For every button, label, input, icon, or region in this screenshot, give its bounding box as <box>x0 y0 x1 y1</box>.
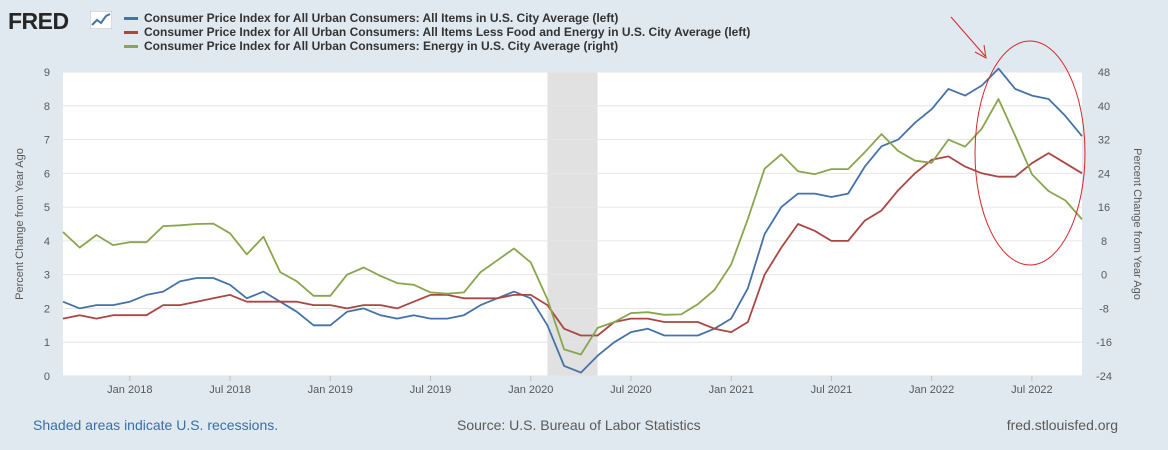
legend-label: Consumer Price Index for All Urban Consu… <box>144 25 751 39</box>
legend-swatch <box>124 30 138 34</box>
source-note: Source: U.S. Bureau of Labor Statistics <box>457 417 701 433</box>
fred-logo[interactable]: FRED <box>8 8 69 34</box>
y-tick-label-left: 1 <box>44 337 50 349</box>
legend-swatch <box>124 16 138 20</box>
series-line-0 <box>62 67 1083 374</box>
line-chart-icon <box>90 11 112 29</box>
y-axis-title-left: Percent Change from Year Ago <box>14 148 26 300</box>
x-tick-label: Jan 2018 <box>107 384 152 396</box>
legend-label: Consumer Price Index for All Urban Consu… <box>144 11 619 25</box>
x-tick-label: Jul 2021 <box>811 384 853 396</box>
legend-item-core-cpi: Consumer Price Index for All Urban Consu… <box>124 25 750 39</box>
x-tick-label: Jul 2019 <box>410 384 452 396</box>
y-tick-label-right: -24 <box>1096 371 1112 383</box>
y-tick-label-left: 5 <box>44 202 50 214</box>
y-tick-label-left: 3 <box>44 270 50 282</box>
y-tick-label-left: 0 <box>44 371 50 383</box>
chart-legend: Consumer Price Index for All Urban Consu… <box>124 11 750 53</box>
recession-note: Shaded areas indicate U.S. recessions. <box>33 417 279 433</box>
red-ellipse <box>974 40 1086 266</box>
legend-label: Consumer Price Index for All Urban Consu… <box>144 39 619 53</box>
x-tick-label: Jul 2022 <box>1011 384 1053 396</box>
y-tick-label-left: 2 <box>44 303 50 315</box>
legend-item-energy-cpi: Consumer Price Index for All Urban Consu… <box>124 39 750 53</box>
site-link[interactable]: fred.stlouisfed.org <box>1006 417 1118 433</box>
y-axis-title-right: Percent Change from Year Ago <box>1131 148 1143 300</box>
line-chart: 0 1 2 3 4 5 6 7 8 9 -24 -16 -8 0 8 16 24 32 40 48 Jan 2018 Ju… <box>14 16 1143 396</box>
y-tick-label-right: -16 <box>1096 337 1112 349</box>
y-tick-label-left: 4 <box>44 236 50 248</box>
series-line-1 <box>62 152 1083 337</box>
y-tick-label-right: 40 <box>1098 101 1110 113</box>
legend-swatch <box>124 44 138 48</box>
x-tick-label: Jul 2018 <box>209 384 251 396</box>
series-line-2 <box>62 98 1083 356</box>
y-tick-label-right: 0 <box>1101 270 1107 282</box>
y-tick-label-right: 48 <box>1098 67 1110 79</box>
recession-band <box>547 72 598 376</box>
red-arrow-head <box>974 44 987 59</box>
x-tick-label: Jan 2021 <box>709 384 754 396</box>
x-tick-label: Jan 2022 <box>909 384 954 396</box>
y-tick-label-left: 8 <box>44 101 50 113</box>
y-tick-label-left: 6 <box>44 168 50 180</box>
x-tick-label: Jan 2020 <box>508 384 553 396</box>
y-tick-label-right: 8 <box>1101 236 1107 248</box>
y-tick-label-right: 16 <box>1098 202 1110 214</box>
x-tick-label: Jul 2020 <box>610 384 652 396</box>
y-tick-label-right: -8 <box>1099 303 1109 315</box>
red-arrow <box>950 16 986 57</box>
x-tick-label: Jan 2019 <box>308 384 353 396</box>
y-tick-label-right: 32 <box>1098 135 1110 147</box>
legend-item-cpi: Consumer Price Index for All Urban Consu… <box>124 11 750 25</box>
y-tick-label-left: 9 <box>44 67 50 79</box>
y-tick-label-left: 7 <box>44 135 50 147</box>
y-tick-label-right: 24 <box>1098 168 1110 180</box>
